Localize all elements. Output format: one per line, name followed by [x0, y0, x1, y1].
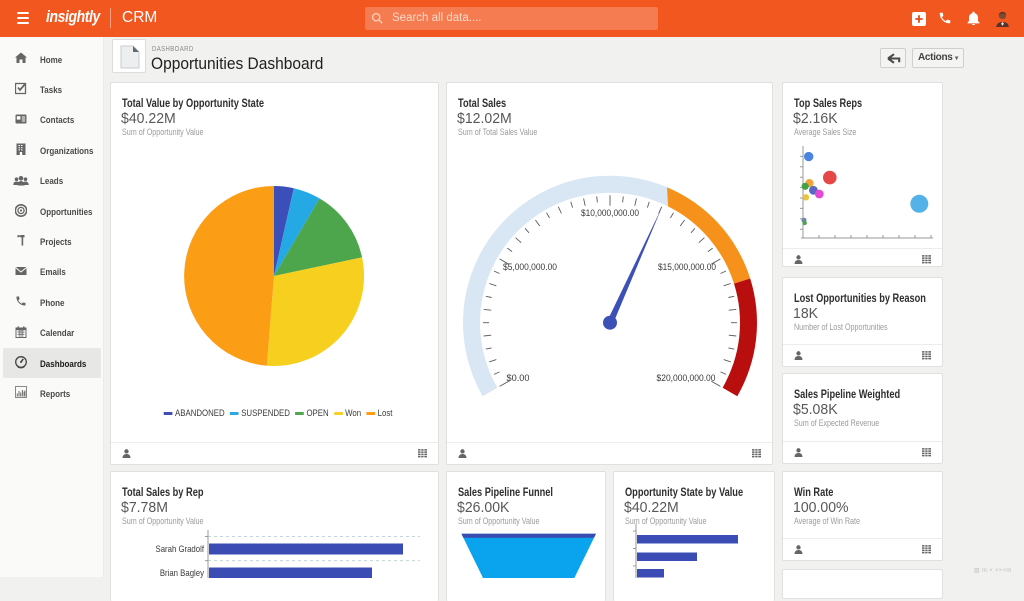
svg-text:$10,000,000.00: $10,000,000.00 — [581, 208, 639, 218]
svg-text:$15,000,000.00: $15,000,000.00 — [658, 262, 716, 272]
svg-text:$5,000,000.00: $5,000,000.00 — [503, 262, 557, 272]
svg-text:$20,000,000.00: $20,000,000.00 — [657, 373, 716, 383]
svg-text:$0.00: $0.00 — [507, 373, 530, 383]
